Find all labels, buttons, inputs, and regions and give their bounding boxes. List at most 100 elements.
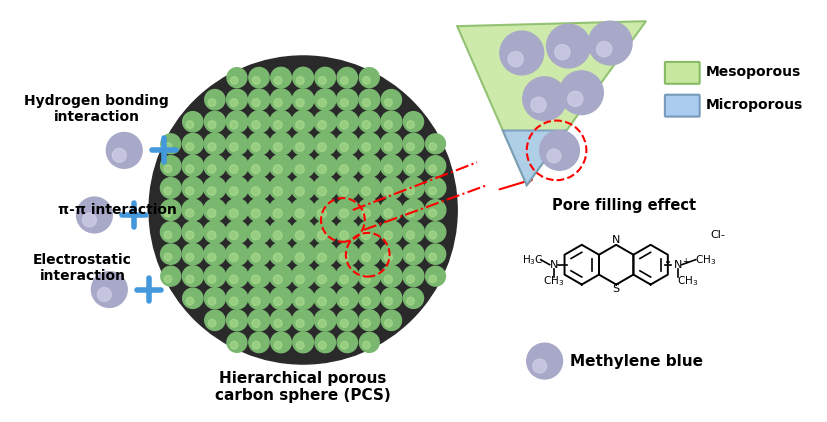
Circle shape [407, 297, 414, 305]
Circle shape [182, 221, 203, 243]
Circle shape [230, 99, 238, 107]
Circle shape [229, 209, 238, 218]
Circle shape [291, 242, 315, 266]
Circle shape [425, 244, 446, 264]
Circle shape [226, 287, 248, 309]
Circle shape [358, 243, 380, 265]
Circle shape [336, 265, 359, 287]
Circle shape [270, 220, 293, 244]
Circle shape [270, 154, 293, 178]
Circle shape [362, 319, 370, 327]
Circle shape [313, 154, 337, 178]
Circle shape [270, 287, 292, 309]
Circle shape [547, 24, 590, 68]
Circle shape [203, 177, 226, 199]
Circle shape [381, 111, 402, 132]
Circle shape [362, 121, 370, 129]
Circle shape [381, 310, 401, 330]
Circle shape [98, 287, 112, 301]
Circle shape [251, 187, 261, 196]
Circle shape [406, 209, 414, 217]
Text: N: N [612, 235, 620, 245]
Circle shape [358, 154, 380, 177]
Circle shape [315, 332, 336, 353]
Circle shape [362, 143, 370, 151]
Circle shape [274, 99, 282, 107]
Circle shape [406, 187, 414, 195]
Circle shape [381, 288, 402, 309]
Circle shape [205, 310, 225, 330]
Circle shape [160, 178, 181, 198]
Circle shape [404, 112, 423, 132]
Circle shape [204, 111, 226, 132]
Circle shape [248, 89, 270, 110]
Circle shape [527, 343, 562, 379]
Circle shape [404, 288, 423, 308]
Circle shape [185, 209, 194, 217]
Circle shape [292, 89, 314, 111]
Circle shape [160, 200, 181, 220]
Circle shape [183, 112, 203, 132]
Circle shape [292, 132, 314, 155]
Circle shape [203, 221, 226, 243]
Circle shape [273, 187, 282, 196]
Circle shape [318, 341, 326, 349]
Circle shape [274, 319, 282, 327]
Circle shape [160, 222, 181, 242]
Circle shape [318, 165, 327, 173]
Circle shape [523, 77, 566, 121]
Circle shape [336, 220, 359, 244]
Text: Hierarchical porous
carbon sphere (PCS): Hierarchical porous carbon sphere (PCS) [215, 371, 391, 403]
Circle shape [318, 121, 327, 129]
Circle shape [337, 287, 358, 309]
Circle shape [274, 275, 282, 284]
Circle shape [428, 187, 437, 195]
Circle shape [251, 297, 261, 306]
Circle shape [251, 209, 261, 218]
Circle shape [247, 265, 270, 287]
Circle shape [315, 68, 336, 88]
Circle shape [165, 275, 172, 283]
Circle shape [270, 332, 291, 353]
Circle shape [226, 111, 248, 133]
Circle shape [182, 155, 203, 176]
Circle shape [251, 231, 261, 240]
Circle shape [360, 68, 380, 88]
Circle shape [337, 310, 358, 331]
Circle shape [547, 149, 561, 163]
Circle shape [183, 288, 203, 308]
Circle shape [208, 187, 216, 195]
Text: Pore filling effect: Pore filling effect [552, 197, 696, 213]
Circle shape [403, 155, 424, 176]
Circle shape [208, 297, 216, 305]
FancyBboxPatch shape [665, 95, 700, 116]
Circle shape [186, 275, 194, 283]
Circle shape [358, 133, 380, 155]
Circle shape [231, 341, 238, 349]
Circle shape [252, 99, 260, 107]
Circle shape [182, 243, 203, 265]
Circle shape [341, 77, 348, 84]
Circle shape [425, 200, 446, 220]
Circle shape [337, 332, 357, 352]
Circle shape [313, 198, 337, 222]
Circle shape [380, 177, 403, 199]
Circle shape [164, 187, 172, 195]
Circle shape [248, 287, 270, 309]
Circle shape [314, 310, 336, 331]
Circle shape [182, 199, 203, 221]
Circle shape [358, 198, 381, 222]
FancyBboxPatch shape [665, 62, 700, 84]
Polygon shape [503, 130, 566, 185]
Circle shape [165, 143, 172, 150]
Circle shape [208, 253, 216, 261]
Circle shape [182, 177, 203, 199]
Circle shape [429, 143, 437, 150]
Circle shape [428, 231, 437, 239]
Circle shape [384, 231, 393, 239]
Circle shape [313, 220, 337, 244]
Circle shape [247, 154, 270, 178]
Circle shape [403, 266, 424, 287]
Circle shape [83, 213, 97, 227]
Circle shape [231, 77, 238, 84]
